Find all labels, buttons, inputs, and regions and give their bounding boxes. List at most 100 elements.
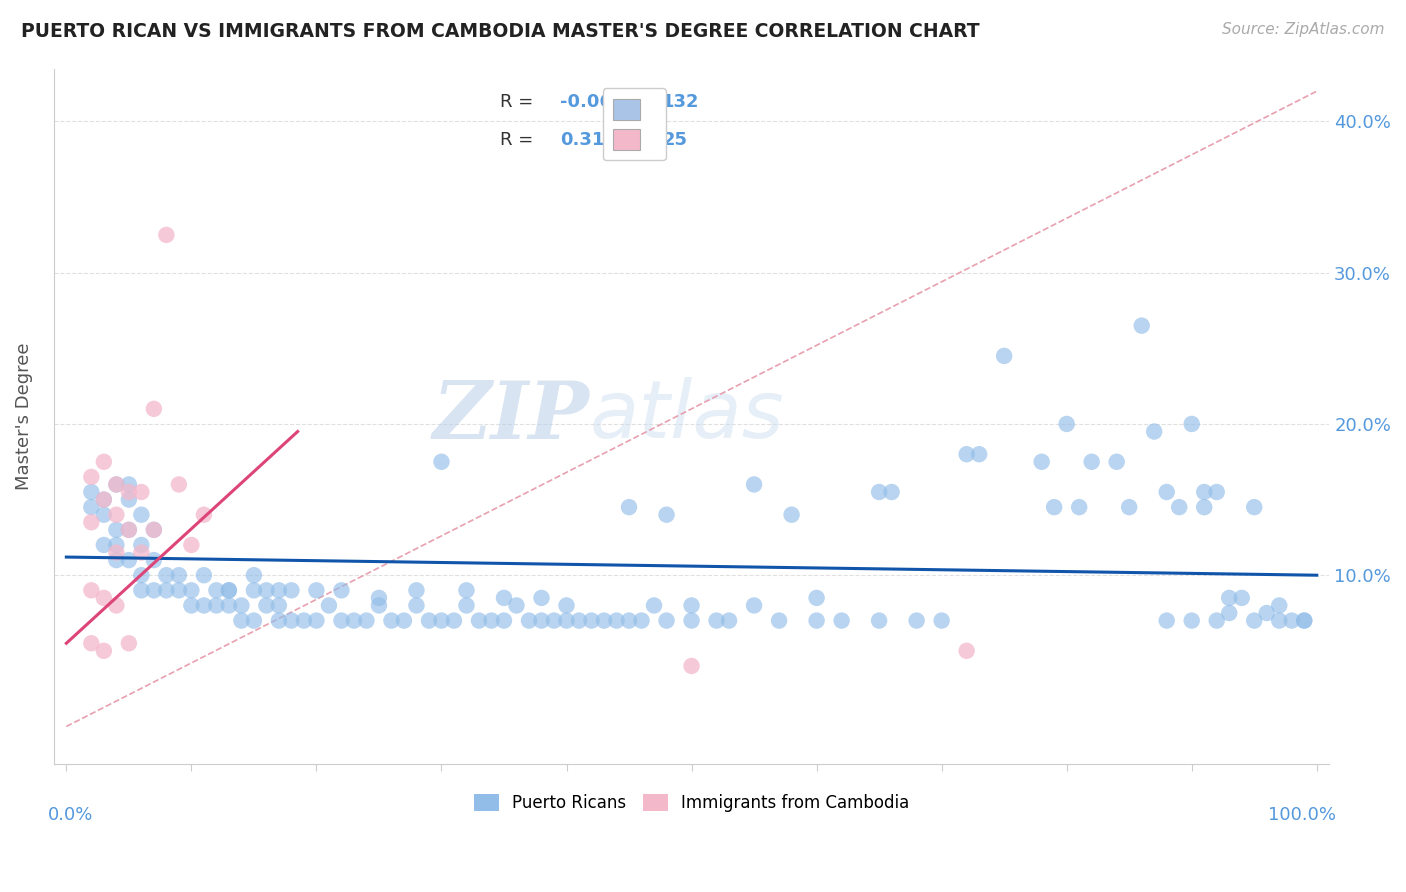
Point <box>718 614 741 628</box>
Point <box>555 599 578 613</box>
Text: N =: N = <box>627 131 662 149</box>
Point <box>505 599 527 613</box>
Point <box>868 485 890 500</box>
Point <box>655 508 678 522</box>
Point <box>318 599 340 613</box>
Point <box>80 583 103 598</box>
Point <box>118 492 141 507</box>
Point <box>142 583 165 598</box>
Point <box>193 568 215 582</box>
Point <box>630 614 652 628</box>
Point <box>405 599 427 613</box>
Point <box>131 545 153 559</box>
Point <box>806 614 828 628</box>
Point <box>305 583 328 598</box>
Point <box>1080 455 1102 469</box>
Point <box>118 553 141 567</box>
Point <box>1256 606 1278 620</box>
Point <box>1118 500 1140 515</box>
Point <box>80 485 103 500</box>
Point <box>118 523 141 537</box>
Point <box>218 583 240 598</box>
Point <box>280 583 302 598</box>
Point <box>180 538 202 552</box>
Point <box>105 599 128 613</box>
Point <box>254 599 277 613</box>
Point <box>330 583 353 598</box>
Point <box>443 614 465 628</box>
Text: -0.063: -0.063 <box>560 93 624 111</box>
Point <box>492 614 515 628</box>
Point <box>218 583 240 598</box>
Point <box>392 614 415 628</box>
Point <box>530 591 553 605</box>
Point <box>1031 455 1053 469</box>
Point <box>780 508 803 522</box>
Point <box>205 583 228 598</box>
Point <box>555 614 578 628</box>
Text: ZIP: ZIP <box>433 377 589 455</box>
Point <box>1218 606 1240 620</box>
Point <box>131 508 153 522</box>
Point <box>231 614 253 628</box>
Point <box>254 583 277 598</box>
Point <box>105 477 128 491</box>
Point <box>180 599 202 613</box>
Point <box>880 485 903 500</box>
Text: PUERTO RICAN VS IMMIGRANTS FROM CAMBODIA MASTER'S DEGREE CORRELATION CHART: PUERTO RICAN VS IMMIGRANTS FROM CAMBODIA… <box>21 22 980 41</box>
Point <box>1192 485 1215 500</box>
Point <box>517 614 540 628</box>
Point <box>267 583 290 598</box>
Point <box>806 591 828 605</box>
Point <box>868 614 890 628</box>
Point <box>131 583 153 598</box>
Point <box>768 614 790 628</box>
Point <box>543 614 565 628</box>
Point <box>655 614 678 628</box>
Point <box>1243 500 1265 515</box>
Point <box>681 599 703 613</box>
Point <box>93 644 115 658</box>
Point <box>330 614 353 628</box>
Point <box>1105 455 1128 469</box>
Point <box>356 614 378 628</box>
Point <box>80 636 103 650</box>
Text: 132: 132 <box>662 93 700 111</box>
Point <box>380 614 402 628</box>
Point <box>1168 500 1191 515</box>
Text: R =: R = <box>501 131 533 149</box>
Point <box>1043 500 1066 515</box>
Point <box>617 500 640 515</box>
Text: N =: N = <box>627 93 662 111</box>
Point <box>1268 599 1291 613</box>
Text: 25: 25 <box>662 131 688 149</box>
Point <box>1230 591 1253 605</box>
Point <box>93 455 115 469</box>
Point <box>142 523 165 537</box>
Point <box>956 447 979 461</box>
Text: Source: ZipAtlas.com: Source: ZipAtlas.com <box>1222 22 1385 37</box>
Point <box>706 614 728 628</box>
Point <box>193 508 215 522</box>
Point <box>492 591 515 605</box>
Point <box>468 614 491 628</box>
Point <box>1205 614 1227 628</box>
Text: 100.0%: 100.0% <box>1268 806 1336 824</box>
Point <box>405 583 427 598</box>
Point <box>593 614 616 628</box>
Text: R =: R = <box>501 93 533 111</box>
Point <box>1181 417 1204 431</box>
Point <box>418 614 440 628</box>
Point <box>456 599 478 613</box>
Point <box>681 659 703 673</box>
Point <box>831 614 853 628</box>
Point <box>80 470 103 484</box>
Point <box>243 583 266 598</box>
Point <box>155 227 177 242</box>
Point <box>1156 614 1178 628</box>
Point <box>568 614 591 628</box>
Text: 0.313: 0.313 <box>560 131 617 149</box>
Point <box>131 568 153 582</box>
Point <box>1143 425 1166 439</box>
Point <box>581 614 603 628</box>
